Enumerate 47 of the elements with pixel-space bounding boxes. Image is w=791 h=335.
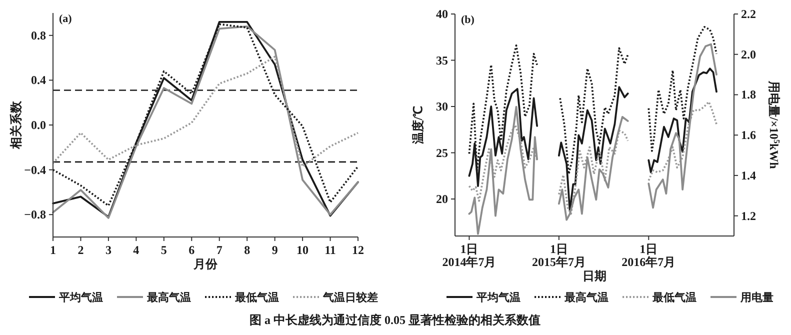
y-tick-label: 30 bbox=[436, 100, 448, 114]
y-tick-label: 40 bbox=[436, 7, 448, 21]
y-tick-label: −0.4 bbox=[24, 162, 46, 177]
y-tick-label: 0.8 bbox=[31, 28, 46, 42]
x-tick-label: 4 bbox=[133, 243, 140, 257]
y-tick-label: 0.0 bbox=[31, 118, 46, 132]
chart-title: (a) bbox=[59, 13, 72, 25]
x-tick-label: 11 bbox=[324, 243, 336, 257]
y-tick-label: 35 bbox=[436, 53, 448, 68]
y-tick-label: 25 bbox=[436, 146, 448, 160]
x-tick-label: 10 bbox=[296, 243, 309, 257]
y-axis-title: 相关系数 bbox=[9, 100, 23, 150]
y-tick-label: −0.8 bbox=[24, 208, 46, 222]
y2-tick-label: 2.2 bbox=[741, 7, 756, 21]
y2-tick-label: 2.0 bbox=[741, 47, 756, 62]
x-tick-label: 9 bbox=[272, 243, 278, 257]
text: 图 a 中长虚线为通过信度 0.05 显著性检验的相关系数值 bbox=[250, 313, 540, 327]
x-tick-label: 3 bbox=[105, 243, 112, 257]
chart-title: (b) bbox=[461, 14, 475, 26]
y-tick-label: 0.4 bbox=[31, 73, 46, 88]
x-tick-label: 12 bbox=[352, 243, 364, 257]
y2-tick-label: 1.4 bbox=[741, 168, 756, 182]
legend-label: 最高气温 bbox=[146, 291, 191, 304]
legend-label: 最低气温 bbox=[652, 291, 696, 304]
legend-label: 最高气温 bbox=[564, 291, 608, 304]
x-axis-title: 月份 bbox=[192, 257, 218, 271]
x-tick-label: 1日 2016年7月 bbox=[622, 242, 676, 269]
legend-label: 最低气温 bbox=[234, 291, 279, 304]
x-tick-label: 7 bbox=[216, 243, 222, 257]
legend-label: 气温日较差 bbox=[322, 291, 378, 304]
legend-label: 平均气温 bbox=[476, 291, 520, 304]
x-tick-label: 2 bbox=[78, 243, 84, 257]
x-tick-label: 8 bbox=[244, 243, 250, 257]
y2-tick-label: 1.6 bbox=[741, 128, 756, 142]
x-tick-label: 1日 2014年7月 bbox=[442, 242, 496, 269]
x-axis-title: 日期 bbox=[582, 269, 606, 283]
x-tick-label: 6 bbox=[188, 243, 195, 257]
x-tick-label: 5 bbox=[160, 243, 167, 257]
y-tick-label: 20 bbox=[436, 192, 448, 206]
x-tick-label: 1日 2015年7月 bbox=[532, 242, 586, 269]
legend-label: 用电量 bbox=[740, 291, 774, 304]
y2-tick-label: 1.8 bbox=[741, 88, 756, 102]
y-axis-title: 温度/℃ bbox=[411, 106, 425, 146]
line-series bbox=[52, 56, 359, 168]
legend-label: 平均气温 bbox=[58, 291, 103, 304]
x-tick-label: 1 bbox=[50, 243, 56, 257]
y2-tick-label: 1.2 bbox=[741, 208, 756, 223]
